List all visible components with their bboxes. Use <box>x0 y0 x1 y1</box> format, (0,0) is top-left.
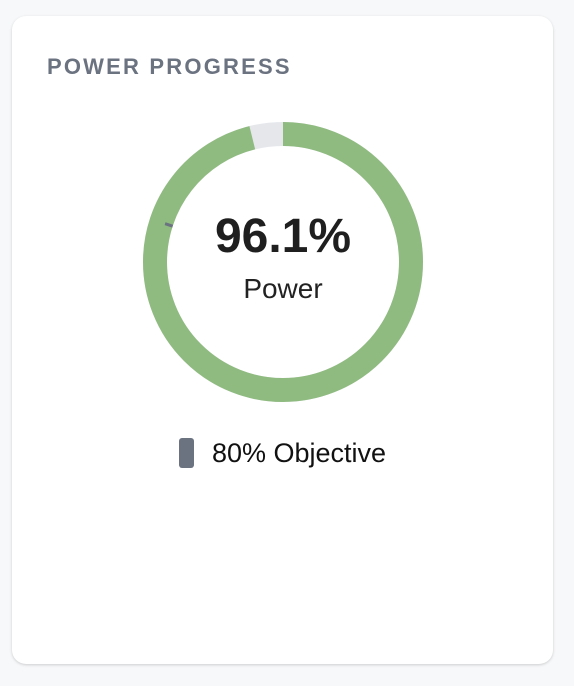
card-title: POWER PROGRESS <box>47 54 292 79</box>
power-progress-card: POWER PROGRESS 96.1% Power 80% Objective <box>12 16 553 664</box>
objective-marker <box>164 222 174 228</box>
legend: 80% Objective <box>12 438 553 468</box>
objective-legend-label: 80% Objective <box>211 437 387 468</box>
gauge-ring <box>143 122 423 402</box>
gauge-value: 96.1% <box>214 210 352 263</box>
power-gauge: 96.1% Power <box>143 122 423 402</box>
gauge-label: Power <box>243 273 323 304</box>
objective-swatch <box>178 438 194 468</box>
gauge-center: 96.1% Power <box>143 122 423 402</box>
gauge-progress-arc <box>143 122 423 402</box>
